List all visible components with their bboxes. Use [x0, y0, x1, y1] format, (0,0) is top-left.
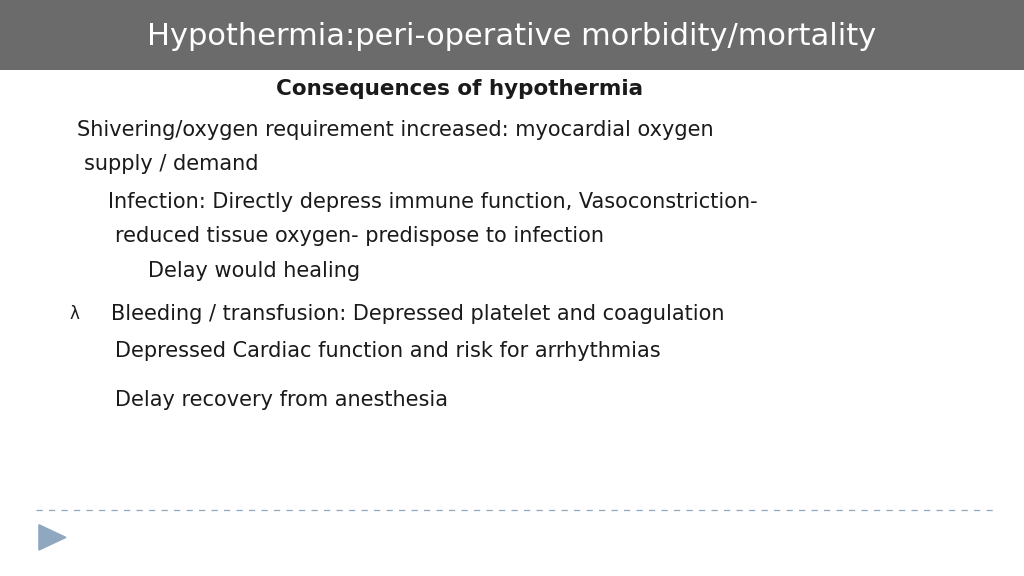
Text: reduced tissue oxygen- predispose to infection: reduced tissue oxygen- predispose to inf… — [115, 226, 604, 246]
Text: λ: λ — [70, 305, 80, 323]
Polygon shape — [39, 525, 66, 550]
Text: Infection: Directly depress immune function, Vasoconstriction-: Infection: Directly depress immune funct… — [108, 192, 757, 211]
Text: Consequences of hypothermia: Consequences of hypothermia — [276, 79, 644, 99]
Text: Delay recovery from anesthesia: Delay recovery from anesthesia — [115, 391, 447, 410]
Text: Shivering/oxygen requirement increased: myocardial oxygen: Shivering/oxygen requirement increased: … — [77, 120, 714, 139]
Text: Bleeding / transfusion: Depressed platelet and coagulation: Bleeding / transfusion: Depressed platel… — [111, 304, 724, 324]
Text: supply / demand: supply / demand — [84, 154, 258, 174]
Text: Depressed Cardiac function and risk for arrhythmias: Depressed Cardiac function and risk for … — [115, 342, 660, 361]
Text: Delay would healing: Delay would healing — [148, 261, 360, 281]
Text: Hypothermia:peri-operative morbidity/mortality: Hypothermia:peri-operative morbidity/mor… — [147, 22, 877, 51]
Bar — [0, 0, 1024, 70]
